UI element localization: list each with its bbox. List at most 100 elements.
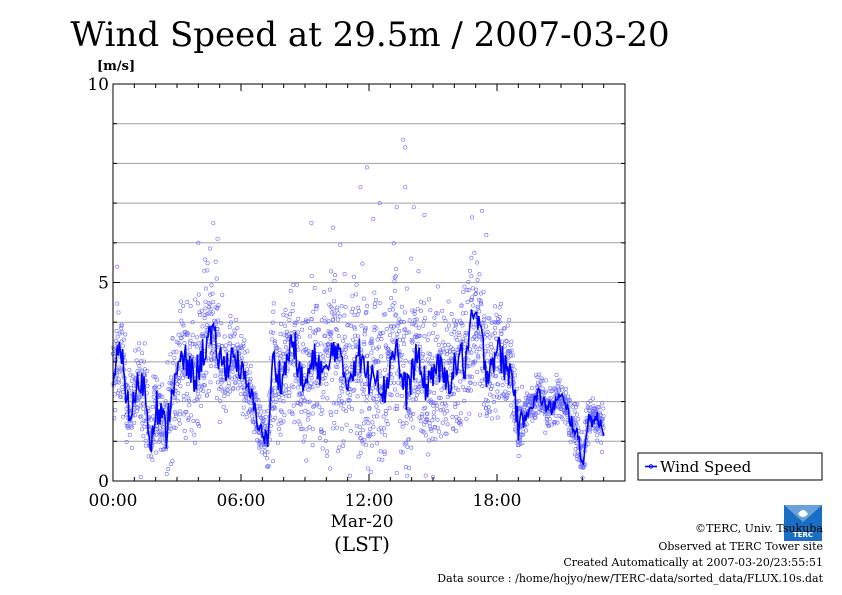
data-point bbox=[163, 399, 168, 404]
data-point bbox=[397, 419, 402, 424]
data-point bbox=[512, 367, 517, 372]
data-point bbox=[171, 360, 176, 365]
data-point bbox=[333, 314, 338, 319]
data-point bbox=[132, 420, 137, 425]
data-point bbox=[560, 416, 565, 421]
data-point bbox=[181, 323, 186, 328]
data-point bbox=[412, 309, 417, 314]
data-point bbox=[284, 313, 289, 318]
data-point bbox=[302, 373, 307, 378]
data-point bbox=[291, 384, 296, 389]
data-point bbox=[294, 320, 299, 325]
footer-source: Data source : /home/hojyo/new/TERC-data/… bbox=[437, 572, 823, 585]
data-point bbox=[242, 338, 247, 343]
data-point bbox=[522, 402, 527, 407]
data-point bbox=[440, 347, 445, 352]
data-point bbox=[329, 330, 334, 335]
data-point bbox=[420, 412, 425, 417]
x-axis-date-label: Mar-20 bbox=[330, 512, 393, 532]
data-point bbox=[295, 401, 300, 406]
data-point bbox=[409, 417, 414, 422]
data-point bbox=[369, 350, 374, 355]
data-point bbox=[254, 397, 259, 402]
data-point bbox=[463, 311, 468, 316]
data-point bbox=[275, 345, 280, 350]
data-point bbox=[320, 407, 325, 412]
data-point bbox=[203, 306, 208, 311]
legend-swatch-marker bbox=[648, 464, 654, 469]
data-point bbox=[154, 450, 159, 455]
data-point bbox=[375, 414, 380, 419]
data-point bbox=[230, 365, 235, 370]
data-point bbox=[403, 327, 408, 332]
data-point bbox=[198, 312, 203, 317]
data-point bbox=[321, 358, 326, 363]
data-point bbox=[381, 414, 386, 419]
data-point bbox=[186, 396, 191, 401]
data-point bbox=[362, 437, 367, 442]
data-point bbox=[470, 374, 475, 379]
data-point bbox=[305, 400, 310, 405]
data-point bbox=[348, 393, 353, 398]
data-point bbox=[473, 344, 478, 349]
data-point bbox=[181, 303, 186, 308]
data-point bbox=[508, 342, 513, 347]
data-point bbox=[341, 439, 346, 444]
data-point bbox=[207, 246, 212, 251]
data-point bbox=[241, 344, 246, 349]
data-point bbox=[410, 425, 415, 430]
x-tick-label: 00:00 bbox=[89, 491, 138, 511]
data-point-outlier bbox=[196, 240, 201, 245]
data-point bbox=[507, 318, 512, 323]
data-point bbox=[206, 388, 211, 393]
data-point bbox=[240, 346, 245, 351]
data-point bbox=[211, 300, 216, 305]
data-point bbox=[438, 408, 443, 413]
data-point bbox=[230, 369, 235, 374]
data-point bbox=[251, 385, 256, 390]
logo-text: TERC bbox=[793, 531, 813, 539]
data-point bbox=[299, 409, 304, 414]
data-point bbox=[378, 374, 383, 379]
data-point bbox=[579, 430, 584, 435]
data-point bbox=[281, 419, 286, 424]
data-point bbox=[272, 404, 277, 409]
data-point bbox=[392, 324, 397, 329]
data-point bbox=[298, 427, 303, 432]
data-point bbox=[398, 319, 403, 324]
data-point bbox=[472, 250, 477, 255]
data-point bbox=[217, 419, 222, 424]
data-point bbox=[273, 415, 278, 420]
data-point bbox=[401, 320, 406, 325]
data-point bbox=[258, 404, 263, 409]
data-point bbox=[178, 299, 183, 304]
data-point bbox=[195, 419, 200, 424]
data-point bbox=[334, 401, 339, 406]
data-point bbox=[304, 458, 309, 463]
data-point bbox=[137, 363, 142, 368]
data-point bbox=[363, 382, 368, 387]
data-point bbox=[186, 398, 191, 403]
data-point bbox=[245, 367, 250, 372]
data-point bbox=[311, 404, 316, 409]
data-point bbox=[361, 296, 366, 301]
data-point bbox=[120, 343, 125, 348]
data-point bbox=[304, 427, 309, 432]
data-point bbox=[265, 450, 270, 455]
data-point bbox=[557, 405, 562, 410]
data-point bbox=[392, 279, 397, 284]
data-point bbox=[250, 414, 255, 419]
data-point bbox=[306, 412, 311, 417]
data-point bbox=[204, 370, 209, 375]
data-point bbox=[485, 343, 490, 348]
data-point bbox=[374, 404, 379, 409]
data-point bbox=[364, 326, 369, 331]
data-point bbox=[574, 422, 579, 427]
data-point bbox=[462, 388, 467, 393]
data-point-outlier bbox=[394, 471, 399, 476]
data-point bbox=[331, 426, 336, 431]
data-point bbox=[348, 323, 353, 328]
data-point bbox=[139, 368, 144, 373]
data-point bbox=[133, 348, 138, 353]
data-point bbox=[306, 410, 311, 415]
